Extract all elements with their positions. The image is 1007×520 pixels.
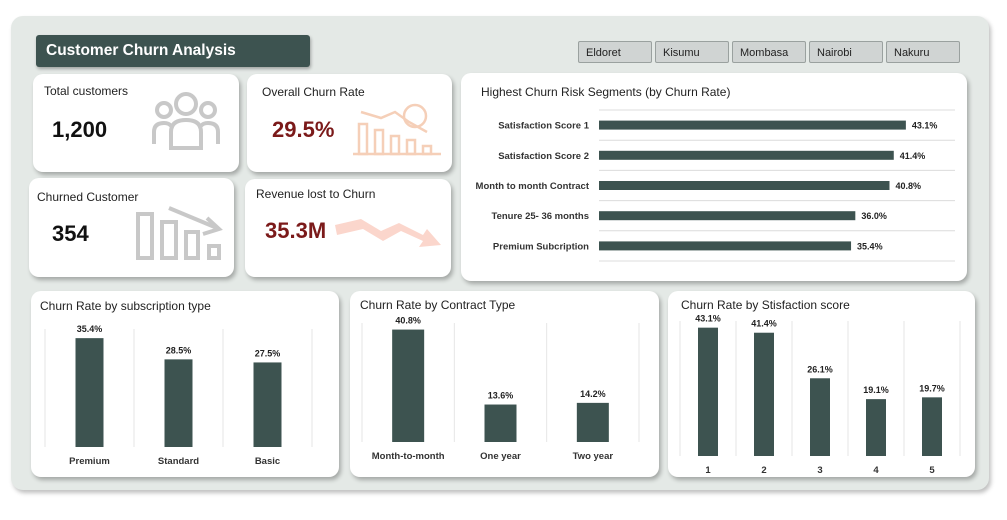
kpi-value: 1,200 (52, 117, 108, 142)
satisfaction-score-chart: 43.1% 1 41.4% 2 26.1% 3 19.1% 4 19.7% 5 (679, 314, 961, 476)
data-label: 36.0% (861, 211, 887, 221)
bar (698, 327, 718, 456)
kpi-label: Revenue lost to Churn (256, 187, 376, 201)
churn-risk-segments-card: Highest Churn Risk Segments (by Churn Ra… (461, 73, 967, 281)
bar (164, 359, 193, 447)
declining-chart-icon (353, 103, 441, 156)
category-label: Premium (69, 456, 110, 467)
category-label: 3 (817, 465, 822, 476)
down-arrow-icon (335, 219, 441, 247)
declining-bars-icon (136, 206, 223, 260)
people-icon (152, 92, 220, 150)
chart-title: Churn Rate by subscription type (40, 299, 211, 313)
data-label: 40.8% (395, 316, 421, 326)
category-label: Standard (158, 456, 199, 467)
slicer-nairobi[interactable]: Nairobi (809, 41, 883, 63)
kpi-value: 29.5% (272, 117, 335, 142)
category-label: Tenure 25- 36 months (492, 211, 590, 222)
kpi-label: Total customers (44, 84, 129, 98)
data-label: 43.1% (912, 121, 938, 131)
category-label: Satisfaction Score 2 (498, 151, 589, 162)
slicer-eldoret[interactable]: Eldoret (578, 41, 652, 63)
data-label: 41.4% (900, 151, 926, 161)
data-label: 43.1% (695, 314, 721, 324)
category-label: 2 (761, 465, 766, 476)
kpi-churn-rate-card[interactable]: Overall Churn Rate 29.5% (247, 74, 452, 172)
contract-type-card: Churn Rate by Contract Type 40.8% Month-t… (350, 291, 659, 477)
kpi-revenue-lost-card[interactable]: Revenue lost to Churn 35.3M (245, 179, 451, 277)
bar (253, 362, 282, 447)
data-label: 27.5% (255, 348, 281, 358)
bar (599, 150, 894, 160)
kpi-value: 35.3M (265, 218, 327, 243)
category-label: Two year (573, 451, 614, 462)
category-label: Month-to-month (372, 451, 445, 462)
bar (866, 399, 886, 456)
slicer-mombasa[interactable]: Mombasa (732, 41, 806, 63)
data-label: 19.7% (919, 383, 945, 393)
bar (922, 397, 942, 456)
category-label: Month to month Contract (476, 181, 590, 192)
subscription-type-chart: 35.4% Premium 28.5% Standard 27.5% Basic (44, 324, 313, 467)
bar (576, 402, 609, 442)
churn-risk-segments-chart: Satisfaction Score 1 43.1% Satisfaction Sc… (476, 109, 955, 262)
data-label: 14.2% (580, 389, 606, 399)
data-label: 13.6% (488, 391, 514, 401)
category-label: 4 (873, 465, 879, 476)
chart-title: Churn Rate by Contract Type (360, 298, 516, 312)
kpi-label: Overall Churn Rate (262, 85, 365, 99)
bar (392, 329, 425, 442)
kpi-total-customers-card[interactable]: Total customers 1,200 (33, 74, 239, 172)
chart-title: Highest Churn Risk Segments (by Churn Ra… (481, 85, 731, 99)
slicer-kisumu[interactable]: Kisumu (655, 41, 729, 63)
category-label: Satisfaction Score 1 (498, 121, 590, 132)
category-label: 5 (929, 465, 935, 476)
bar (599, 120, 906, 130)
satisfaction-score-card: Churn Rate by Stisfaction score 43.1% 1 41… (668, 291, 975, 477)
dashboard-title: Customer Churn Analysis Dashboard (36, 35, 310, 91)
bar (754, 332, 774, 456)
slicer-nakuru[interactable]: Nakuru (886, 41, 960, 63)
data-label: 41.4% (751, 319, 777, 329)
category-label: 1 (705, 465, 711, 476)
contract-type-chart: 40.8% Month-to-month 13.6% One year 14.2% Two… (361, 316, 640, 462)
category-label: Premium Subcription (493, 241, 589, 252)
subscription-type-card: Churn Rate by subscription type 35.4% Pre… (31, 291, 339, 477)
category-label: One year (480, 451, 521, 462)
bar (75, 338, 104, 447)
bar (599, 181, 890, 190)
data-label: 35.4% (77, 324, 103, 334)
data-label: 26.1% (807, 364, 833, 374)
kpi-value: 354 (52, 221, 89, 246)
bar (599, 241, 852, 251)
data-label: 28.5% (166, 345, 192, 355)
data-label: 35.4% (857, 241, 883, 251)
kpi-churned-customers-card[interactable]: Churned Customer 354 (29, 178, 234, 277)
kpi-label: Churned Customer (37, 190, 139, 204)
bar (484, 404, 517, 442)
bar (599, 211, 856, 221)
data-label: 19.1% (863, 385, 889, 395)
category-label: Basic (255, 456, 280, 467)
bar (810, 378, 830, 456)
chart-title: Churn Rate by Stisfaction score (681, 298, 850, 312)
data-label: 40.8% (895, 181, 921, 191)
